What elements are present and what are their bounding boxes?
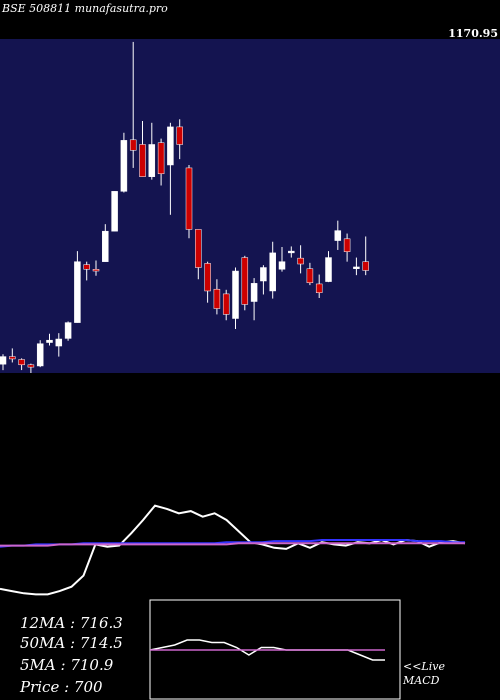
- candle-body: [9, 356, 16, 360]
- chart-title: BSE 508811 munafasutra.pro: [2, 2, 168, 15]
- candle-body: [148, 144, 156, 177]
- candle-body: [55, 338, 63, 347]
- price-panel: [0, 39, 500, 373]
- candles: [0, 41, 369, 373]
- candle-body: [260, 267, 267, 282]
- candle-body: [0, 356, 7, 365]
- candle-body: [222, 293, 230, 315]
- candle-body: [74, 261, 81, 323]
- candle-body: [167, 126, 174, 166]
- candle-body: [269, 252, 276, 292]
- candle-body: [241, 257, 249, 305]
- macd-lines: [149, 639, 385, 661]
- live-label: <<Live: [403, 660, 445, 673]
- candle-body: [18, 359, 25, 366]
- macd-label: MACD: [403, 674, 440, 687]
- candle-body: [120, 140, 128, 192]
- candle-body: [185, 167, 193, 230]
- candle-body: [111, 191, 118, 232]
- candle-body: [232, 270, 239, 319]
- stat-50ma: 50MA : 714.5: [20, 634, 123, 652]
- candle-body: [46, 339, 53, 343]
- stat-price: Price : 700: [20, 678, 103, 696]
- candle-body: [250, 283, 258, 302]
- indicator-line: [0, 542, 465, 547]
- candle-body: [36, 343, 44, 367]
- candle-body: [204, 263, 211, 292]
- candle-body: [176, 126, 183, 145]
- indicator-lines: [0, 504, 466, 596]
- candle-body: [306, 268, 314, 284]
- candle-body: [288, 250, 295, 254]
- candle-body: [92, 269, 100, 272]
- candle-body: [315, 283, 323, 293]
- candle-body: [195, 229, 202, 268]
- candle-body: [129, 139, 137, 151]
- candle-body: [343, 238, 351, 252]
- candle-body: [102, 230, 109, 262]
- candle-body: [27, 364, 35, 368]
- candle-body: [157, 142, 165, 175]
- candle-body: [139, 144, 146, 177]
- candle-body: [83, 264, 90, 270]
- price-label: 1170.95: [448, 27, 498, 40]
- stat-12ma: 12MA : 716.3: [20, 614, 123, 632]
- candle-body: [297, 257, 304, 265]
- candle-body: [64, 322, 72, 339]
- candle-body: [353, 266, 360, 269]
- indicator-line: [0, 504, 466, 596]
- stat-5ma: 5MA : 710.9: [20, 656, 114, 674]
- candle-body: [362, 261, 369, 271]
- candle-body: [325, 257, 332, 282]
- candle-body: [278, 261, 286, 270]
- candle-body: [334, 230, 342, 241]
- candle-body: [213, 288, 221, 309]
